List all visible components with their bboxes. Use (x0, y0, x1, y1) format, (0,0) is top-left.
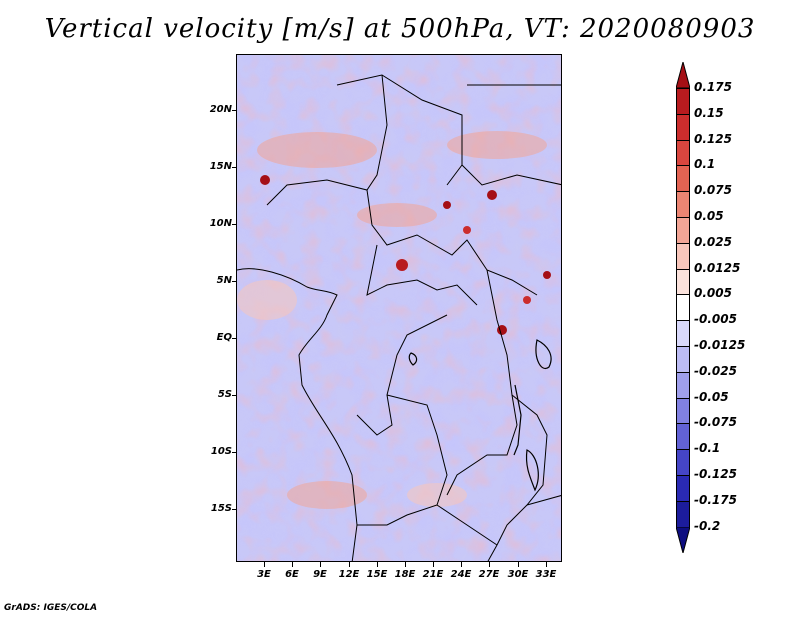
country-borders (237, 74, 561, 561)
colorbar-top-cap (676, 62, 690, 88)
lon-label: 24E (450, 569, 472, 580)
lat-label: 15S (210, 503, 232, 514)
colorbar-swatch (676, 449, 690, 476)
lon-label: 33E (535, 569, 557, 580)
colorbar-label: 0.025 (694, 234, 732, 249)
colorbar-swatch (676, 320, 690, 347)
colorbar-label: -0.2 (694, 518, 721, 533)
lakes (408, 339, 552, 492)
lon-label: 18E (394, 569, 416, 580)
lon-label: 15E (366, 569, 388, 580)
colorbar-swatch (676, 268, 690, 296)
colorbar-swatch (676, 113, 690, 141)
colorbar-swatch (676, 346, 690, 373)
lon-tick (377, 562, 378, 567)
lon-label: 12E (338, 569, 360, 580)
lat-label: 20N (209, 104, 232, 115)
lat-tick (232, 281, 237, 282)
lat-label: EQ (216, 332, 232, 343)
lat-tick (232, 110, 237, 111)
colorbar-label: -0.025 (694, 363, 737, 378)
lon-tick (461, 562, 462, 567)
lon-label: 9E (313, 569, 327, 580)
lon-label: 27E (478, 569, 500, 580)
colorbar-swatch (676, 217, 690, 244)
colorbar-label: 0.125 (694, 131, 732, 146)
lon-tick (349, 562, 350, 567)
lon-tick (489, 562, 490, 567)
colorbar-label: 0.1 (694, 157, 716, 172)
credit-text: GrADS: IGES/COLA (4, 603, 98, 613)
colorbar-label: 0.0125 (694, 260, 741, 275)
colorbar-label: -0.175 (694, 492, 737, 507)
colorbar-label: 0.075 (694, 183, 732, 198)
lon-tick (546, 562, 547, 567)
lon-tick (264, 562, 265, 567)
colorbar-label: -0.0125 (694, 338, 746, 352)
colorbar-swatch (676, 397, 690, 425)
lon-tick (405, 562, 406, 567)
lon-label: 21E (422, 569, 444, 580)
colorbar-label: -0.1 (694, 441, 721, 456)
colorbar-swatch (676, 139, 690, 167)
colorbar-swatch (676, 475, 690, 502)
lat-tick (232, 338, 237, 339)
colorbar-swatch (676, 242, 690, 270)
colorbar-label: -0.075 (694, 415, 737, 430)
colorbar-bottom-cap (676, 526, 690, 553)
lat-label: 5S (217, 389, 232, 400)
colorbar-swatch (676, 294, 690, 322)
map-panel (236, 54, 562, 562)
lat-label: 5N (216, 275, 232, 286)
colorbar-label: -0.125 (694, 467, 737, 481)
lat-label: 15N (209, 161, 232, 172)
colorbar-swatch (676, 88, 690, 115)
lat-tick (232, 395, 237, 396)
colorbar-label: -0.05 (694, 389, 729, 404)
colorbar-label: 0.175 (694, 80, 732, 94)
positive-velocity-patches (237, 131, 547, 509)
colorbar-label: 0.15 (694, 105, 724, 120)
colorbar-swatch (676, 165, 690, 193)
colorbar-swatch (676, 500, 690, 528)
chart-title: Vertical velocity [m/s] at 500hPa, VT: 2… (44, 14, 756, 44)
lon-label: 6E (285, 569, 299, 580)
lat-tick (232, 167, 237, 168)
lat-tick (232, 224, 237, 225)
lon-label: 30E (507, 569, 529, 580)
lon-tick (320, 562, 321, 567)
colorbar-swatch (676, 423, 690, 451)
colorbar-label: 0.05 (694, 209, 724, 223)
lon-tick (292, 562, 293, 567)
colorbar-swatch (676, 371, 690, 399)
lat-tick (232, 452, 237, 453)
strong-updraft-cells (260, 175, 551, 335)
lat-label: 10S (210, 446, 232, 457)
lat-label: 10N (209, 218, 232, 229)
colorbar-label: 0.005 (694, 286, 732, 301)
colorbar-label: -0.005 (694, 312, 737, 327)
lon-label: 3E (257, 569, 271, 580)
vertical-velocity-field (237, 55, 561, 561)
lon-tick (518, 562, 519, 567)
lon-tick (433, 562, 434, 567)
lat-tick (232, 509, 237, 510)
colorbar-swatch (676, 191, 690, 218)
